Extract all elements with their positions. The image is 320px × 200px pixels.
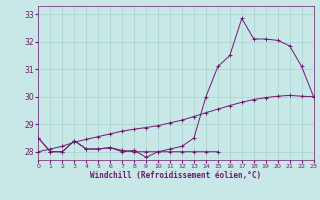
X-axis label: Windchill (Refroidissement éolien,°C): Windchill (Refroidissement éolien,°C) bbox=[91, 171, 261, 180]
